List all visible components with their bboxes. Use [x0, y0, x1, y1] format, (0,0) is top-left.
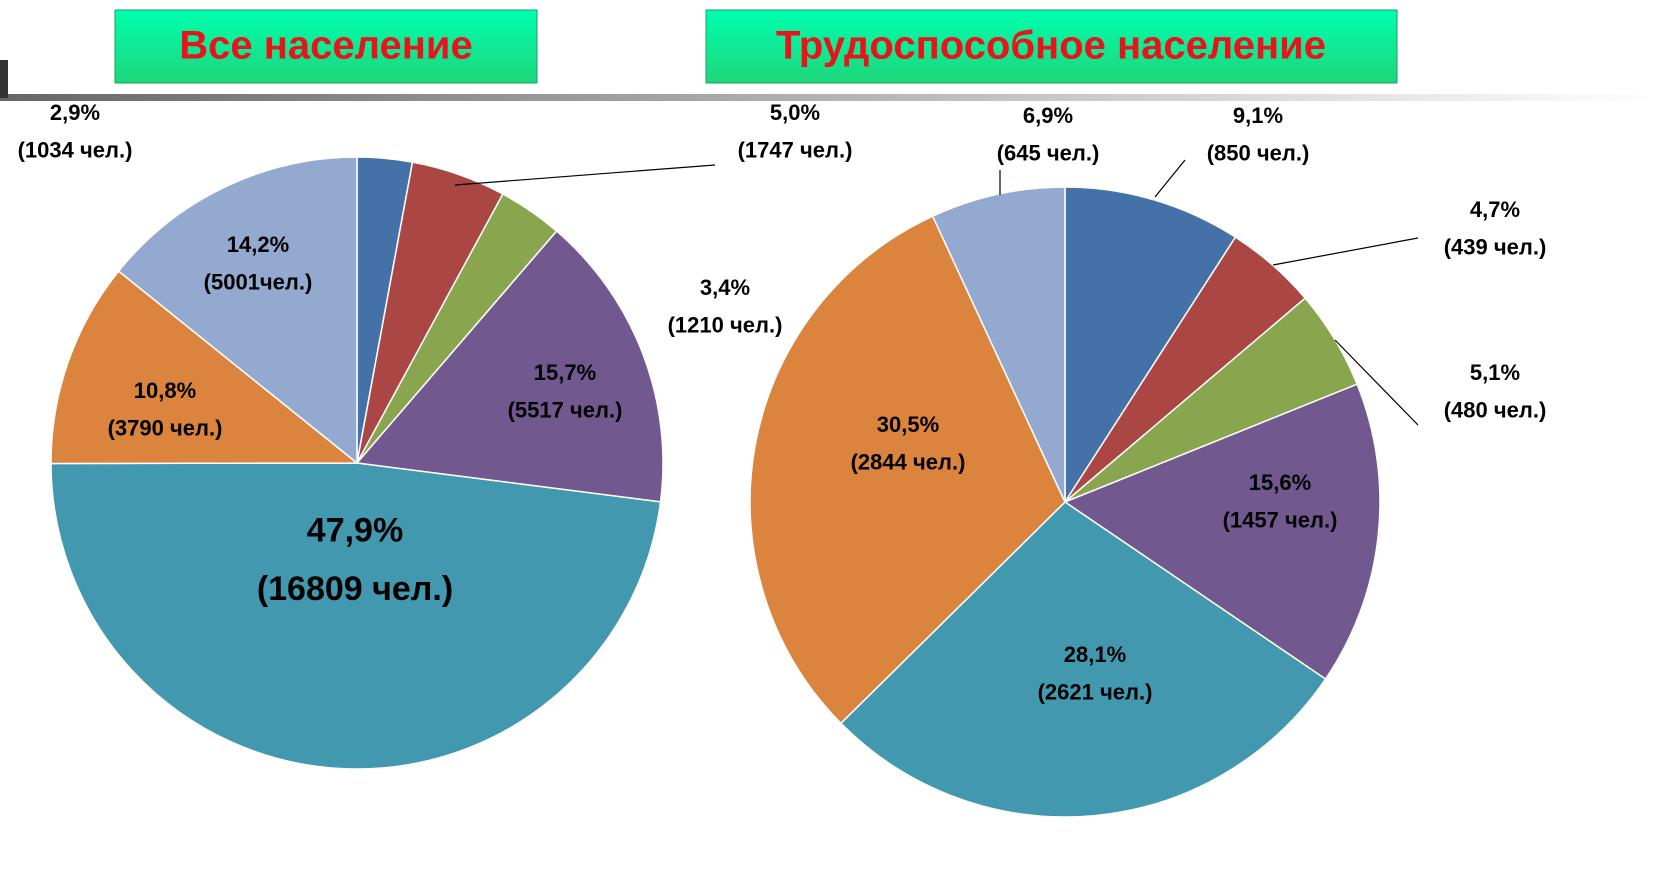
- leader-line: [454, 164, 716, 186]
- data-label: 2,9%: [50, 100, 100, 125]
- pie-slice: [749, 215, 1066, 725]
- leader-line: [1272, 237, 1419, 266]
- data-label: 15,7%: [534, 360, 596, 385]
- data-label: (1747 чел.): [738, 138, 853, 163]
- data-label: (16809 чел.): [257, 570, 453, 608]
- data-label: (439 чел.): [1444, 235, 1547, 260]
- chart-title: Трудоспособное население: [776, 24, 1326, 68]
- data-label: (1457 чел.): [1223, 508, 1338, 533]
- data-label: 6,9%: [1023, 103, 1073, 128]
- data-label: 28,1%: [1064, 642, 1126, 667]
- title-box: [705, 9, 1398, 84]
- data-label: (2844 чел.): [851, 450, 966, 475]
- data-label: 14,2%: [227, 232, 289, 257]
- data-label: 3,4%: [700, 275, 750, 300]
- pie-slice: [931, 186, 1066, 503]
- data-label: (5517 чел.): [508, 398, 623, 423]
- pie-slice: [1064, 186, 1237, 505]
- data-label: (1210 чел.): [668, 313, 783, 338]
- data-label: 9,1%: [1233, 103, 1283, 128]
- leader-line: [1154, 159, 1186, 198]
- data-label: (5001чел.): [204, 270, 313, 295]
- data-label: 15,6%: [1249, 470, 1311, 495]
- data-label: (1034 чел.): [18, 138, 133, 163]
- pie-slice: [355, 230, 664, 503]
- pie-slice: [50, 462, 662, 770]
- header-mark: [0, 60, 8, 98]
- data-label: (645 чел.): [997, 141, 1100, 166]
- title-box: [114, 9, 538, 84]
- pie-slice: [50, 270, 360, 465]
- data-label: 5,0%: [770, 100, 820, 125]
- data-label: (3790 чел.): [108, 416, 223, 441]
- pie-slice: [117, 156, 358, 465]
- data-label: 5,1%: [1470, 360, 1520, 385]
- chart-title: Все население: [179, 24, 473, 68]
- header-rule: [0, 94, 1657, 101]
- data-label: (480 чел.): [1444, 398, 1547, 423]
- pie-slice: [1063, 383, 1381, 681]
- pie-slice: [839, 501, 1327, 818]
- data-label: (2621 чел.): [1038, 680, 1153, 705]
- leader-line: [1334, 339, 1419, 426]
- data-label: 47,9%: [307, 512, 403, 550]
- data-label: 10,8%: [134, 378, 196, 403]
- data-label: (850 чел.): [1207, 141, 1310, 166]
- data-label: 4,7%: [1470, 197, 1520, 222]
- data-label: 30,5%: [877, 412, 939, 437]
